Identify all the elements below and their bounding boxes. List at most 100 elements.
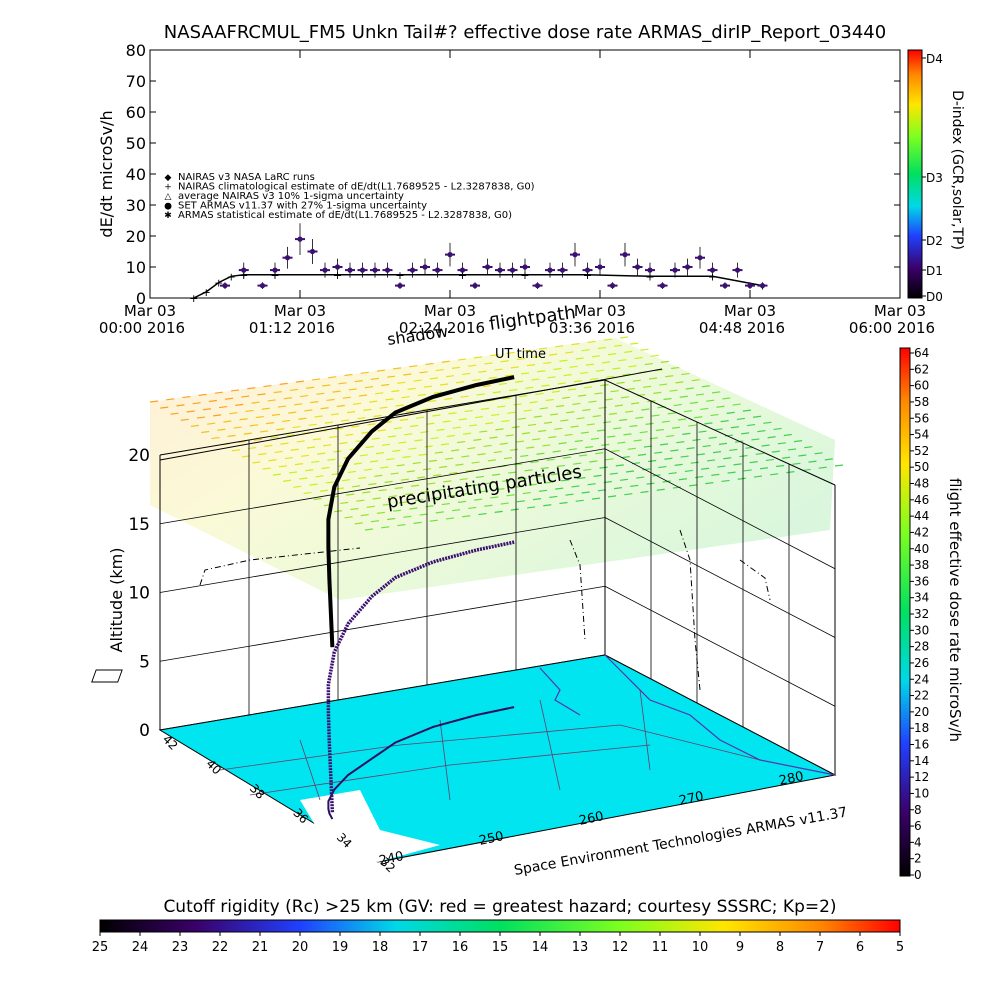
dose-dash xyxy=(792,462,801,465)
dose-tick-label: 54 xyxy=(914,428,929,442)
armas-point xyxy=(284,255,291,261)
cutoff-colorbar-group: Cutoff rigidity (Rc) >25 km (GV: red = g… xyxy=(92,897,904,955)
dose-dash xyxy=(515,380,524,383)
dose-dash xyxy=(659,383,668,386)
dose-tick-label: 64 xyxy=(914,346,929,360)
top-y-axis-label: dE/dt microSv/h xyxy=(97,110,116,237)
dose-dash xyxy=(553,367,562,371)
dose-dash xyxy=(510,366,519,369)
dose-dash xyxy=(615,464,624,467)
dose-dash xyxy=(460,395,469,398)
dose-dash xyxy=(708,436,717,439)
dose-dash xyxy=(712,391,721,394)
dose-dash xyxy=(300,454,310,457)
dose-dash xyxy=(665,375,674,378)
dose-dash xyxy=(532,355,542,358)
dose-dash xyxy=(439,383,449,386)
nairas-marker: + xyxy=(227,270,236,283)
dose-dash xyxy=(283,479,292,482)
dose-dash xyxy=(391,390,400,393)
dose-dash xyxy=(338,382,347,385)
dose-dash xyxy=(284,456,293,460)
dose-dash xyxy=(633,439,642,442)
dose-dash xyxy=(677,418,687,421)
dose-dash xyxy=(265,422,275,425)
armas-point xyxy=(484,264,491,270)
dose-dash xyxy=(259,430,269,433)
dose-dash xyxy=(587,483,596,486)
dose-dash xyxy=(352,402,362,405)
dose-dash xyxy=(570,425,579,428)
back-grid xyxy=(159,395,836,751)
dose-dash xyxy=(586,423,595,426)
dose-dash xyxy=(406,470,415,473)
d-index-ticks: D4 D3 D2 D1 D0 xyxy=(922,52,943,304)
dose-dash xyxy=(516,500,525,503)
dose-dash xyxy=(573,380,583,383)
dose-dash xyxy=(605,458,614,461)
dose-dash xyxy=(710,413,719,417)
dose-dash xyxy=(279,382,288,385)
dose-dash xyxy=(462,372,471,376)
back-grid-horizontal xyxy=(159,448,606,525)
dose-dash xyxy=(695,393,705,396)
dose-dash xyxy=(292,425,301,429)
dose-dash xyxy=(681,372,690,376)
legend-symbol: ✱ xyxy=(164,211,172,221)
dose-dash xyxy=(540,467,549,470)
dose-dash xyxy=(544,421,553,424)
dose-dash xyxy=(686,447,695,450)
armas-point xyxy=(722,283,728,289)
dose-dash xyxy=(643,445,652,448)
dose-dash xyxy=(339,442,348,445)
dose-dash xyxy=(834,464,844,467)
dose-dash xyxy=(300,394,309,398)
dose-dash xyxy=(445,457,454,460)
dose-dash xyxy=(227,434,236,437)
dose-dash xyxy=(645,422,654,425)
dose-dash xyxy=(213,414,222,417)
dose-dash xyxy=(783,433,792,437)
nairas-marker: + xyxy=(395,269,404,282)
dose-dash xyxy=(386,458,395,461)
dose-dash xyxy=(305,469,314,472)
dose-dash xyxy=(442,420,451,423)
dose-dash xyxy=(642,468,651,471)
dose-dash xyxy=(392,449,401,452)
dose-dash xyxy=(622,373,631,376)
dose-dash xyxy=(296,440,305,443)
legend-symbol: ◆ xyxy=(165,173,172,183)
dose-dash xyxy=(341,419,350,422)
dose-dash xyxy=(499,442,508,445)
dose-dash xyxy=(500,502,509,505)
dose-dash xyxy=(761,444,770,447)
dose-dash xyxy=(298,417,307,420)
dose-colorbar-ticks: 6462605856545250484644424038363432302826… xyxy=(910,346,929,882)
dose-dash xyxy=(327,458,336,461)
dose-dash xyxy=(573,462,582,465)
dose-dash xyxy=(478,370,487,373)
dose-tick-label: 20 xyxy=(914,705,929,719)
dose-dash xyxy=(671,366,680,370)
dose-dash xyxy=(742,409,751,412)
y-tick-label: 50 xyxy=(126,134,146,153)
dose-dash xyxy=(457,500,467,503)
dose-dash xyxy=(493,450,502,454)
dose-dash xyxy=(608,412,618,415)
dose-dash xyxy=(596,369,605,372)
dose-dash xyxy=(374,474,383,477)
dose-dash xyxy=(409,365,418,368)
dose-dash xyxy=(530,460,539,464)
y-tick-label: 0 xyxy=(136,289,146,308)
dose-tick-label: 40 xyxy=(914,542,929,556)
x-tick-time: 03:36 2016 xyxy=(549,319,635,337)
dose-dash xyxy=(695,475,704,479)
dose-dash xyxy=(689,401,699,404)
dose-dash xyxy=(451,449,460,452)
dose-dash xyxy=(802,468,811,472)
dose-dash xyxy=(323,444,332,447)
dose-dash xyxy=(468,424,478,427)
dose-dash xyxy=(818,466,827,469)
x-tick-day: Mar 03 xyxy=(124,302,176,320)
dose-dash xyxy=(219,405,228,409)
